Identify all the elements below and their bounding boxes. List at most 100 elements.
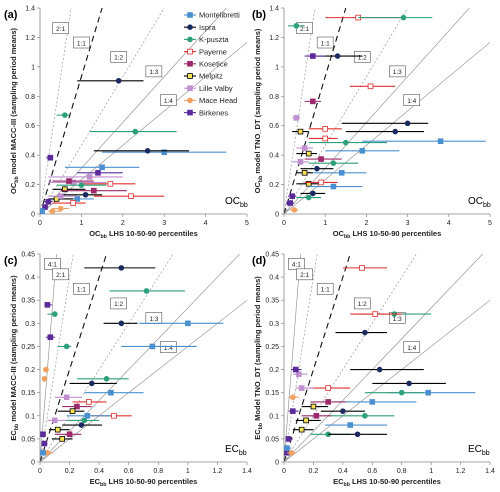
x-axis-title: ECbb LHS 10-50-90 percentiles (333, 477, 441, 488)
data-point (66, 431, 73, 438)
ratio-label-box (52, 22, 70, 34)
data-point (41, 440, 48, 447)
ratio-line-1-3 (284, 8, 470, 214)
y-tick-label: 0.15 (265, 390, 279, 397)
data-point (161, 149, 168, 156)
data-point (285, 436, 292, 442)
ratio-label-box (403, 94, 421, 106)
data-point (305, 194, 312, 201)
data-point (45, 198, 52, 205)
y-tick-label: 0 (31, 212, 35, 219)
ratio-label-box (388, 65, 406, 78)
data-point (292, 366, 299, 373)
ratio-line-1-4 (284, 299, 490, 462)
data-point (303, 417, 309, 424)
ratio-label-box (110, 51, 127, 63)
ratio-line-2-1 (284, 254, 318, 462)
data-point (314, 165, 320, 172)
data-point (43, 366, 49, 373)
panel-a: 0 1 2 3 4 5 0 0.2 0.4 0.6 0.8 1 1.2 1.4 2:1 1:1 1:2 1:3 1:… (4, 6, 249, 241)
y-axis-title: ECbb Model TNO_DT (sampling period means… (253, 276, 264, 440)
x-tick-label: 2 (121, 220, 125, 227)
data-point (330, 183, 337, 190)
legend-label: Melpitz (199, 72, 223, 81)
data-point (185, 320, 191, 327)
legend-marker (187, 97, 193, 104)
legend-label: Mace Head (199, 96, 237, 105)
data-point (297, 159, 304, 165)
data-series (40, 265, 224, 456)
y-tick-label: 1 (275, 64, 279, 71)
y-tick-label: 1.2 (25, 35, 35, 42)
x-tick-label: 3 (406, 220, 410, 227)
data-point (398, 389, 405, 396)
data-point (59, 436, 65, 442)
legend-label: Lille Valby (199, 84, 233, 93)
y-tick-label: 0.4 (25, 275, 35, 282)
x-tick-label: 0.8 (153, 468, 163, 475)
y-tick-label: 0.2 (269, 182, 279, 189)
data-point (400, 14, 407, 21)
y-tick-label: 1.2 (269, 35, 279, 42)
ratio-line-1-2 (284, 8, 408, 214)
y-tick-label: 0.2 (25, 367, 35, 374)
y-tick-label: 0.2 (269, 367, 279, 374)
data-point (289, 193, 296, 199)
ratio-label-box (73, 283, 90, 295)
data-point (322, 135, 328, 142)
x-tick-label: 5 (488, 220, 492, 227)
data-point (325, 385, 331, 391)
y-tick-label: 0.25 (265, 344, 279, 351)
ratio-label-box (403, 341, 421, 353)
data-point (132, 128, 139, 135)
ratio-line-1-4 (284, 42, 490, 214)
data-point (78, 182, 85, 188)
legend-label: Montelibretti (199, 11, 240, 20)
corner-tag: OCbb (225, 196, 248, 209)
y-axis-title: ECbb model MACC-III (sampling period mea… (9, 275, 20, 441)
ratio-line-1-2 (40, 8, 165, 214)
ratio-line-2-1 (40, 8, 72, 214)
data-point (293, 115, 300, 121)
data-series (286, 14, 486, 213)
data-point (406, 380, 412, 387)
ratio-label: 1:4 (164, 98, 173, 105)
ratio-label: 1:1 (77, 40, 86, 47)
ratio-label: 1:2 (358, 55, 367, 62)
y-axis-title: OCbb model MACC-III (sampling period mea… (9, 27, 20, 194)
data-point (295, 371, 302, 377)
data-point (51, 311, 58, 317)
x-tick-label: 1 (79, 220, 83, 227)
legend-marker (187, 24, 193, 31)
ratio-label: 1:3 (149, 316, 158, 323)
data-point (310, 190, 316, 197)
data-point (74, 403, 80, 410)
x-tick-label: 4 (204, 220, 208, 227)
data-point (310, 53, 316, 59)
data-point (318, 156, 324, 162)
data-point (62, 112, 68, 118)
legend-label: Payerne (199, 47, 227, 56)
y-tick-label: 0.3 (269, 321, 279, 328)
data-point (118, 320, 125, 327)
legend-marker (187, 36, 193, 43)
data-point (293, 23, 300, 29)
panel-b: 0 1 2 3 4 5 0 0.2 0.4 0.6 0.8 1 1.2 1.4 2:1 1:1 1:2 1:3 1:… (252, 6, 492, 241)
data-point (338, 169, 345, 176)
ratio-label-box (353, 297, 371, 310)
legend-marker (187, 48, 193, 55)
data-point (115, 77, 122, 84)
data-point (143, 288, 150, 294)
data-point (313, 412, 320, 419)
data-point (118, 265, 125, 271)
y-tick-label: 0.25 (21, 344, 35, 351)
panel-label: (a) (4, 9, 18, 21)
data-point (66, 178, 72, 184)
ratio-line-4-1 (40, 254, 57, 462)
x-tick-label: 1 (186, 468, 190, 475)
ratio-label-box (316, 283, 334, 295)
data-point (149, 343, 156, 350)
ratio-label-box (296, 268, 313, 281)
ratio-line-1-2 (284, 254, 417, 462)
data-point (284, 445, 290, 451)
